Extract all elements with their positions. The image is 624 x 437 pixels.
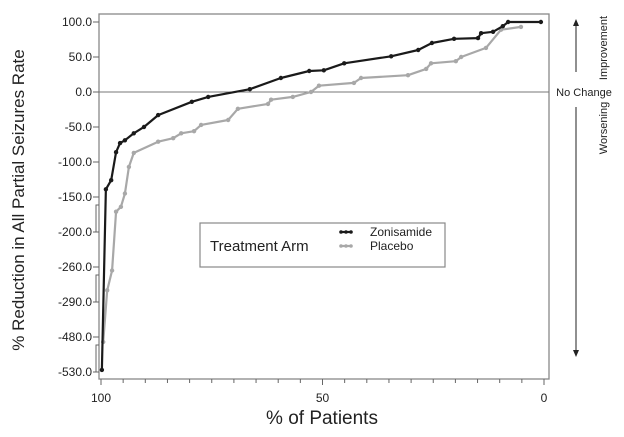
y-tick-label: -50.0 [65, 120, 93, 134]
data-point-placebo [235, 106, 241, 112]
data-point-placebo [191, 129, 197, 134]
x-tick-label: 50 [316, 391, 330, 405]
y-tick-label: -100.0 [58, 155, 92, 169]
data-point-zonisamide [247, 87, 253, 92]
data-point-placebo [308, 89, 314, 95]
legend-label: Zonisamide [370, 225, 432, 239]
legend-marker [344, 230, 348, 234]
data-point-placebo [423, 66, 429, 72]
series-line-zonisamide [100, 20, 541, 371]
data-point-placebo [483, 45, 489, 51]
legend-box [199, 222, 446, 268]
data-point-placebo [290, 94, 296, 100]
data-point-placebo [351, 80, 357, 86]
data-point-placebo [178, 131, 184, 136]
data-point-zonisamide [388, 54, 394, 59]
data-point-zonisamide [122, 138, 128, 143]
data-point-placebo [113, 209, 119, 214]
data-point-zonisamide [490, 29, 496, 34]
data-point-zonisamide [307, 68, 312, 74]
data-point-zonisamide [141, 124, 147, 130]
data-point-placebo [225, 117, 231, 123]
data-point-zonisamide [108, 178, 114, 183]
data-point-zonisamide [475, 35, 481, 41]
data-point-zonisamide [99, 367, 105, 373]
legend-marker [349, 244, 353, 248]
data-point-zonisamide [117, 140, 123, 146]
x-tick-label: 0 [541, 391, 548, 405]
legend-marker [339, 244, 343, 248]
data-point-placebo [316, 83, 322, 88]
legend-label: Placebo [370, 239, 414, 253]
y-tick-label: -530.0 [58, 365, 92, 379]
y-tick-label: 50.0 [69, 50, 93, 64]
data-point-placebo [171, 136, 176, 141]
arrow-down-head-icon [573, 350, 579, 357]
x-axis-label: % of Patients [266, 408, 378, 429]
data-point-zonisamide [278, 75, 284, 81]
axis-break-mark [95, 274, 99, 303]
data-point-zonisamide [538, 19, 544, 25]
data-point-placebo [155, 139, 161, 144]
data-point-zonisamide [189, 99, 195, 105]
data-point-zonisamide [342, 61, 347, 66]
data-point-placebo [198, 122, 204, 128]
data-point-zonisamide [429, 40, 435, 46]
data-point-placebo [118, 204, 124, 209]
x-tick-label: 100 [91, 391, 111, 405]
series-group [99, 19, 544, 373]
y-tick-label: 0.0 [75, 85, 92, 99]
y-tick-label: 100.0 [62, 15, 92, 29]
worsening-label: Worsening [598, 102, 610, 154]
data-point-placebo [358, 75, 364, 81]
improvement-label: Improvement [598, 16, 610, 80]
data-point-zonisamide [321, 68, 327, 73]
arrow-up-head-icon [573, 19, 579, 26]
data-point-placebo [428, 61, 434, 66]
y-tick-label: -290.0 [58, 295, 92, 309]
legend-marker [349, 230, 353, 234]
legend-marker [339, 230, 343, 234]
data-point-zonisamide [131, 131, 136, 136]
data-point-zonisamide [206, 94, 211, 100]
y-tick-label: -260.0 [58, 260, 92, 274]
data-point-placebo [109, 268, 115, 273]
y-tick-label: -200.0 [58, 225, 92, 239]
data-point-zonisamide [500, 24, 506, 29]
data-point-placebo [105, 288, 110, 293]
y-axis: 100.0 50.0 0.0 -50.0 -100.0 -150.0 -200.0 -260.… [58, 15, 99, 379]
no-change-label: No Change [556, 87, 612, 99]
data-point-placebo [268, 97, 274, 102]
data-point-placebo [131, 150, 136, 156]
data-point-placebo [122, 191, 128, 196]
series-line-placebo [101, 25, 522, 343]
data-point-placebo [518, 24, 524, 30]
axis-break-mark [95, 204, 99, 233]
axis-break-mark [95, 344, 99, 373]
data-point-zonisamide [103, 187, 109, 192]
data-point-placebo [405, 73, 411, 78]
data-point-zonisamide [113, 150, 119, 155]
y-tick-label: -480.0 [58, 330, 92, 344]
data-point-placebo [126, 164, 132, 170]
data-point-zonisamide [505, 19, 511, 25]
x-axis: 100 50 0 [91, 379, 548, 405]
data-point-placebo [458, 54, 464, 60]
data-point-placebo [453, 59, 459, 64]
data-point-zonisamide [155, 112, 161, 118]
direction-annotation: No Change Improvement Worsening [556, 16, 612, 357]
data-point-zonisamide [451, 36, 457, 41]
data-point-zonisamide [478, 31, 484, 36]
legend-marker [344, 244, 348, 248]
legend-title: Treatment Arm [210, 238, 309, 255]
data-point-zonisamide [415, 47, 421, 53]
y-tick-label: -150.0 [58, 190, 92, 204]
y-axis-label: % Reduction in All Partial Seizures Rate [9, 49, 28, 350]
data-point-placebo [265, 101, 271, 107]
